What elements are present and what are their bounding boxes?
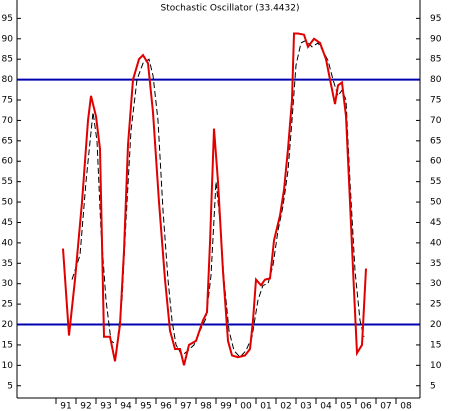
x-tick-label: 92 bbox=[80, 402, 91, 411]
y-tick-label-right: 55 bbox=[430, 177, 441, 187]
x-tick-label: 93 bbox=[100, 402, 111, 411]
y-tick-label: 35 bbox=[2, 259, 13, 269]
y-tick-label-right: 75 bbox=[430, 96, 441, 106]
y-tick-label: 65 bbox=[2, 136, 13, 146]
y-tick-label: 75 bbox=[2, 96, 13, 106]
x-tick-label: 06 bbox=[360, 402, 372, 411]
x-tick-label: 95 bbox=[140, 402, 151, 411]
y-tick-label-right: 20 bbox=[430, 320, 442, 330]
y-tick-label: 30 bbox=[2, 279, 14, 289]
x-tick-label: 07 bbox=[380, 402, 391, 411]
x-tick-label: 04 bbox=[320, 402, 332, 411]
y-tick-label-right: 60 bbox=[430, 157, 442, 167]
y-tick-label-right: 45 bbox=[430, 218, 441, 228]
x-tick-label: 08 bbox=[400, 402, 412, 411]
y-tick-label: 15 bbox=[2, 340, 13, 350]
y-tick-label: 50 bbox=[2, 198, 14, 208]
y-tick-label: 70 bbox=[2, 116, 14, 126]
y-tick-label: 45 bbox=[2, 218, 13, 228]
x-tick-label: 96 bbox=[160, 402, 172, 411]
x-tick-label: 00 bbox=[240, 402, 252, 411]
y-tick-label-right: 15 bbox=[430, 340, 441, 350]
y-tick-label: 20 bbox=[2, 320, 14, 330]
y-tick-label: 10 bbox=[2, 361, 14, 371]
y-tick-label-right: 25 bbox=[430, 300, 441, 310]
y-tick-label-right: 10 bbox=[430, 361, 442, 371]
chart-title: Stochastic Oscillator (33.4432) bbox=[160, 4, 299, 14]
y-tick-label-right: 50 bbox=[430, 198, 442, 208]
y-tick-label: 95 bbox=[2, 14, 13, 24]
y-tick-label: 25 bbox=[2, 300, 13, 310]
series-line bbox=[62, 32, 367, 366]
x-tick-label: 02 bbox=[280, 402, 291, 411]
y-tick-label-right: 90 bbox=[430, 34, 442, 44]
y-tick-label-right: 65 bbox=[430, 136, 441, 146]
x-tick-label: 99 bbox=[220, 402, 232, 411]
y-tick-label-right: 35 bbox=[430, 259, 441, 269]
y-tick-label: 40 bbox=[2, 238, 14, 248]
x-tick-label: 94 bbox=[120, 402, 132, 411]
y-tick-label: 90 bbox=[2, 34, 14, 44]
x-tick-label: 03 bbox=[300, 402, 311, 411]
y-tick-label: 80 bbox=[2, 75, 14, 85]
y-tick-label-right: 85 bbox=[430, 55, 441, 65]
y-tick-label-right: 5 bbox=[430, 381, 436, 391]
y-tick-label-right: 40 bbox=[430, 238, 442, 248]
y-tick-label-right: 95 bbox=[430, 14, 441, 24]
y-tick-label: 85 bbox=[2, 55, 13, 65]
x-tick-label: 97 bbox=[180, 402, 191, 411]
y-tick-label: 5 bbox=[7, 381, 13, 391]
x-tick-label: 91 bbox=[60, 402, 71, 411]
x-tick-label: 01 bbox=[260, 402, 271, 411]
y-tick-label: 55 bbox=[2, 177, 13, 187]
x-tick-label: 98 bbox=[200, 402, 212, 411]
x-tick-label: 05 bbox=[340, 402, 351, 411]
y-tick-label-right: 80 bbox=[430, 75, 442, 85]
y-tick-label-right: 70 bbox=[430, 116, 442, 126]
y-tick-label: 60 bbox=[2, 157, 14, 167]
y-tick-label-right: 30 bbox=[430, 279, 442, 289]
